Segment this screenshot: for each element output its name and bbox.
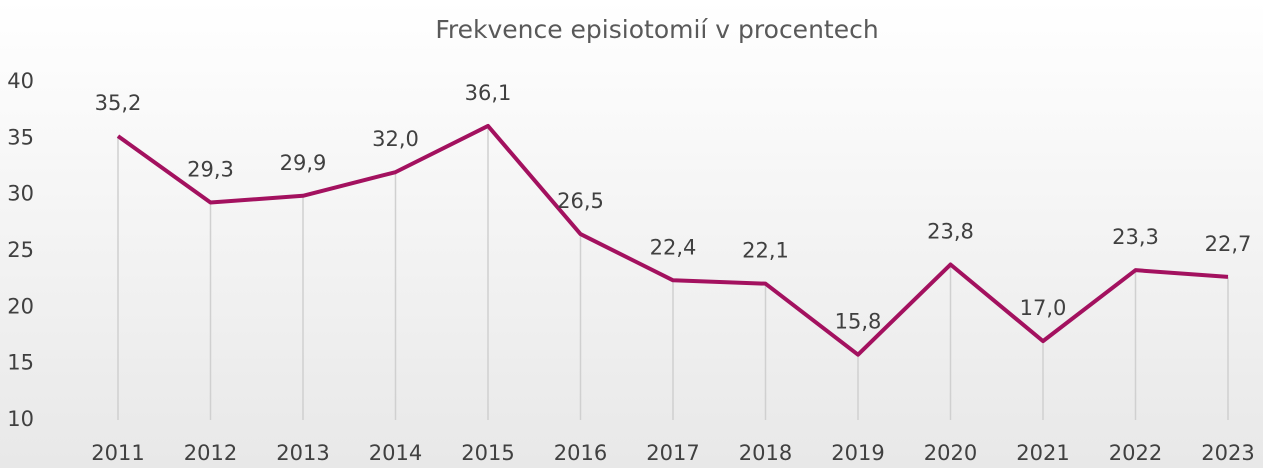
- y-tick-label: 20: [7, 294, 34, 318]
- x-tick-label: 2012: [184, 441, 237, 465]
- series-line: [116, 123, 1229, 357]
- y-tick-label: 10: [7, 407, 34, 431]
- chart-title: Frekvence episiotomií v procentech: [435, 15, 878, 44]
- data-label: 26,5: [557, 189, 604, 213]
- y-tick-label: 30: [7, 182, 34, 206]
- data-label: 15,8: [835, 310, 882, 334]
- data-label: 32,0: [372, 127, 419, 151]
- y-tick-label: 40: [7, 69, 34, 93]
- data-label: 22,4: [650, 235, 697, 259]
- x-tick-label: 2023: [1201, 441, 1254, 465]
- y-tick-label: 35: [7, 125, 34, 149]
- x-tick-label: 2014: [369, 441, 422, 465]
- data-label: 36,1: [465, 81, 512, 105]
- x-tick-label: 2017: [646, 441, 699, 465]
- x-tick-label: 2020: [924, 441, 977, 465]
- x-tick-label: 2022: [1109, 441, 1162, 465]
- x-tick-label: 2015: [461, 441, 514, 465]
- x-tick-label: 2013: [276, 441, 329, 465]
- x-tick-label: 2011: [91, 441, 144, 465]
- x-tick-label: 2018: [739, 441, 792, 465]
- data-label: 23,3: [1112, 225, 1159, 249]
- data-label: 29,9: [280, 151, 327, 175]
- data-label: 22,1: [742, 239, 789, 263]
- x-tick-label: 2021: [1016, 441, 1069, 465]
- y-tick-label: 15: [7, 351, 34, 375]
- data-label: 22,7: [1205, 232, 1252, 256]
- data-label: 23,8: [927, 220, 974, 244]
- data-label: 35,2: [95, 91, 142, 115]
- data-label: 17,0: [1020, 296, 1067, 320]
- x-tick-label: 2016: [554, 441, 607, 465]
- data-label: 29,3: [187, 158, 234, 182]
- y-tick-label: 25: [7, 238, 34, 262]
- x-tick-label: 2019: [831, 441, 884, 465]
